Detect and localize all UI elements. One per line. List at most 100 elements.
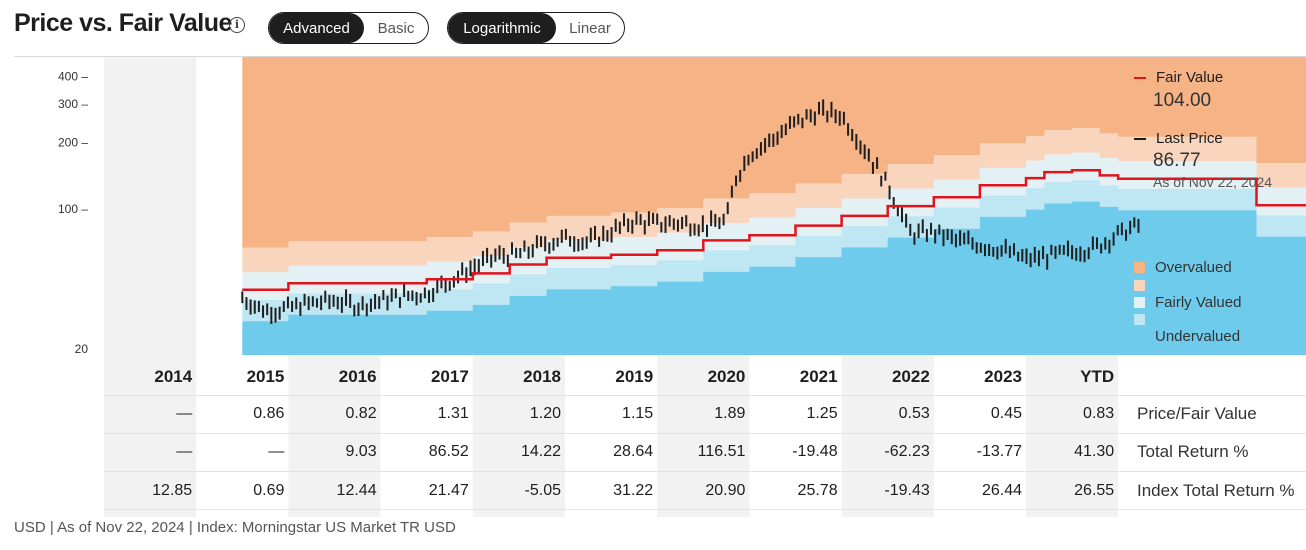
valuation-band xyxy=(749,193,796,218)
valuation-band xyxy=(1256,215,1306,237)
table-cell: 0.45 xyxy=(990,405,1022,422)
table-divider xyxy=(104,471,1306,472)
valuation-band xyxy=(887,164,935,189)
table-cell: -13.77 xyxy=(976,443,1022,460)
valuation-band xyxy=(657,281,704,355)
valuation-band xyxy=(979,216,1027,355)
basic-option[interactable]: Basic xyxy=(377,19,415,37)
valuation-band xyxy=(979,57,1027,144)
valuation-band xyxy=(1256,236,1306,355)
valuation-band xyxy=(703,222,750,251)
valuation-band xyxy=(1099,157,1119,186)
valuation-band xyxy=(1118,136,1257,162)
valuation-band xyxy=(657,260,704,282)
valuation-band xyxy=(1026,57,1045,137)
valuation-band xyxy=(242,57,289,248)
table-cell: 20.90 xyxy=(705,482,746,499)
valuation-band xyxy=(472,304,511,355)
valuation-band xyxy=(749,245,796,267)
valuation-band xyxy=(426,237,474,262)
y-tick-label: 100 – xyxy=(58,202,88,216)
valuation-band xyxy=(887,237,935,355)
valuation-band xyxy=(887,57,935,165)
valuation-band xyxy=(288,314,428,355)
valuation-band xyxy=(887,188,935,217)
table-cell: 0.53 xyxy=(898,405,930,422)
fairly-valued-swatch xyxy=(1134,297,1145,308)
table-cell: 28.64 xyxy=(613,443,654,460)
table-cell: 41.30 xyxy=(1074,443,1115,460)
valuation-band xyxy=(509,295,548,355)
table-cell: 26.44 xyxy=(981,482,1022,499)
fair-value-legend-label: Fair Value xyxy=(1156,69,1224,86)
valuation-band xyxy=(979,143,1027,168)
valuation-band xyxy=(1044,57,1073,131)
valuation-band xyxy=(1099,133,1119,158)
valuation-band xyxy=(749,57,796,194)
valuation-band xyxy=(795,257,843,355)
valuation-band xyxy=(1044,182,1073,204)
fair-value-line xyxy=(242,168,1306,291)
valuation-band xyxy=(1118,161,1257,189)
valuation-band xyxy=(611,237,658,265)
view-toggle[interactable]: Advanced Basic xyxy=(268,12,429,44)
valuation-band xyxy=(509,274,548,296)
valuation-band xyxy=(1072,180,1101,202)
table-cell: 31.22 xyxy=(613,482,654,499)
last-price-legend-line xyxy=(1134,138,1146,140)
valuation-band xyxy=(1044,130,1073,155)
y-tick-label: 300 – xyxy=(58,97,88,111)
table-cell: 12.85 xyxy=(152,482,193,499)
y-tick-label: 400 – xyxy=(58,69,88,83)
valuation-band xyxy=(242,247,289,273)
slightly-overvalued-swatch xyxy=(1134,280,1145,291)
valuation-band xyxy=(1118,57,1257,137)
page-title: Price vs. Fair Value xyxy=(14,9,232,37)
scale-toggle[interactable]: Logarithmic Linear xyxy=(447,12,625,44)
valuation-band xyxy=(979,195,1027,217)
valuation-band xyxy=(1256,187,1306,216)
info-icon[interactable]: i xyxy=(229,17,245,33)
valuation-band xyxy=(749,217,796,246)
footnote: USD | As of Nov 22, 2024 | Index: Mornin… xyxy=(14,519,456,536)
table-cell: 0.82 xyxy=(345,405,377,422)
valuation-band xyxy=(1099,57,1119,134)
valuation-band xyxy=(979,167,1027,196)
valuation-band xyxy=(1072,128,1101,153)
valuation-band xyxy=(426,310,474,355)
valuation-band xyxy=(657,57,704,209)
valuation-band xyxy=(509,57,548,223)
y-tick-label: 200 – xyxy=(58,136,88,150)
valuation-band xyxy=(1099,185,1119,207)
valuation-band xyxy=(703,271,750,355)
logarithmic-option[interactable]: Logarithmic xyxy=(448,13,556,43)
valuation-band xyxy=(611,286,658,355)
table-cell: — xyxy=(176,405,193,422)
valuation-band xyxy=(472,283,511,305)
valuation-band xyxy=(546,267,612,290)
table-divider xyxy=(104,433,1306,434)
valuation-band xyxy=(1026,209,1045,355)
valuation-band xyxy=(546,289,612,355)
valuation-band xyxy=(703,250,750,272)
slightly-undervalued-swatch xyxy=(1134,314,1145,325)
valuation-band xyxy=(1072,152,1101,181)
valuation-band xyxy=(546,215,612,241)
table-cell: 1.89 xyxy=(714,405,746,422)
table-divider xyxy=(104,395,1306,396)
valuation-band xyxy=(1026,160,1045,189)
table-cell: 9.03 xyxy=(345,443,377,460)
table-cell: 116.51 xyxy=(697,443,746,460)
valuation-band xyxy=(657,232,704,261)
fair-value-legend-line xyxy=(1134,77,1146,79)
valuation-band xyxy=(703,57,750,199)
table-cell: 1.25 xyxy=(806,405,838,422)
table-cell: -62.23 xyxy=(884,443,930,460)
table-cell: 12.44 xyxy=(336,482,377,499)
valuation-band xyxy=(933,228,981,355)
year-header: YTD xyxy=(1080,367,1115,386)
linear-option[interactable]: Linear xyxy=(569,19,611,37)
valuation-band xyxy=(933,155,981,180)
year-header: 2014 xyxy=(154,367,193,386)
advanced-option[interactable]: Advanced xyxy=(269,13,364,43)
